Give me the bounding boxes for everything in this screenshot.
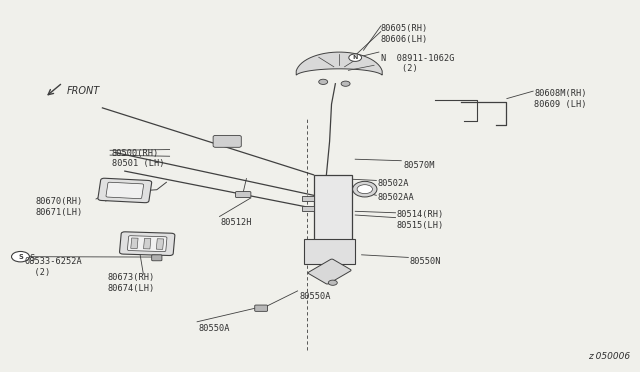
Text: 80550A: 80550A: [300, 292, 331, 301]
Text: 80608M(RH)
80609 (LH): 80608M(RH) 80609 (LH): [534, 89, 587, 109]
Text: FRONT: FRONT: [67, 86, 100, 96]
Text: N: N: [353, 55, 358, 60]
FancyBboxPatch shape: [236, 192, 251, 198]
Circle shape: [349, 54, 362, 61]
FancyBboxPatch shape: [120, 232, 175, 256]
FancyBboxPatch shape: [106, 182, 143, 199]
Bar: [131, 238, 138, 248]
Bar: [314, 175, 352, 240]
Circle shape: [319, 79, 328, 84]
FancyBboxPatch shape: [213, 135, 241, 147]
FancyBboxPatch shape: [127, 236, 167, 251]
Text: 80512H: 80512H: [221, 218, 252, 227]
Text: 80502AA: 80502AA: [378, 193, 414, 202]
FancyBboxPatch shape: [308, 259, 351, 284]
Text: 80670(RH)
80671(LH): 80670(RH) 80671(LH): [35, 197, 83, 217]
Text: 80605(RH)
80606(LH): 80605(RH) 80606(LH): [381, 24, 428, 44]
Text: N  08911-1062G
    (2): N 08911-1062G (2): [381, 54, 454, 73]
Bar: [304, 239, 355, 264]
FancyBboxPatch shape: [255, 305, 268, 311]
Circle shape: [328, 280, 337, 285]
Text: 80550A: 80550A: [198, 324, 230, 333]
Text: 80514(RH)
80515(LH): 80514(RH) 80515(LH): [397, 210, 444, 230]
Ellipse shape: [353, 182, 377, 197]
Polygon shape: [296, 52, 382, 75]
FancyBboxPatch shape: [98, 178, 152, 203]
Circle shape: [12, 251, 29, 262]
Bar: [143, 238, 151, 249]
Text: S: S: [29, 254, 35, 263]
Bar: [302, 196, 314, 201]
Circle shape: [341, 81, 350, 86]
Text: 80550N: 80550N: [410, 257, 441, 266]
FancyBboxPatch shape: [152, 255, 162, 261]
Text: S: S: [18, 254, 23, 260]
Text: 80500(RH)
80501 (LH): 80500(RH) 80501 (LH): [112, 149, 164, 168]
Text: 80502A: 80502A: [378, 179, 409, 187]
Text: 80570M: 80570M: [403, 161, 435, 170]
Text: 80673(RH)
80674(LH): 80673(RH) 80674(LH): [108, 273, 155, 293]
Circle shape: [357, 185, 372, 194]
Text: z 050006: z 050006: [588, 352, 630, 361]
Text: 08533-6252A
  (2): 08533-6252A (2): [24, 257, 82, 277]
Bar: [156, 239, 164, 249]
Bar: [302, 206, 314, 211]
